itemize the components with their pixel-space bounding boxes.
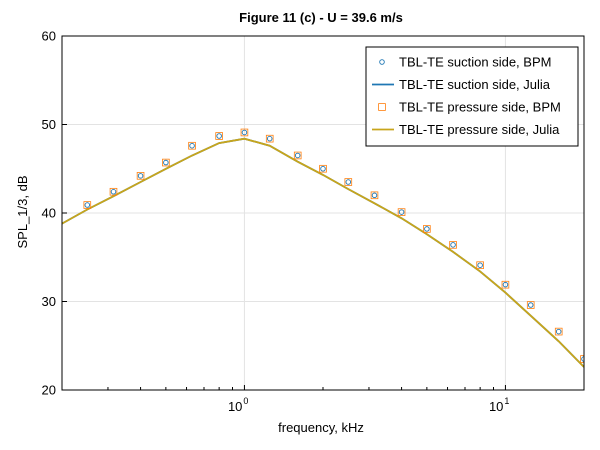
y-tick-label: 50: [42, 117, 56, 132]
data-point: [526, 301, 535, 309]
x-tick-label: 10 0: [228, 396, 248, 414]
series-3: [83, 128, 584, 363]
data-point: [215, 132, 223, 140]
data-point: [397, 208, 406, 216]
data-point: [555, 328, 562, 335]
data-point: [345, 179, 352, 185]
data-point: [266, 135, 273, 142]
x-tick-label: 10 1: [489, 396, 509, 414]
data-point: [188, 141, 196, 150]
data-point: [501, 280, 510, 289]
y-axis-label: SPL_1/3, dB: [15, 176, 30, 249]
data-point: [137, 173, 144, 179]
x-tick-exponent: 1: [504, 396, 509, 406]
data-point: [189, 142, 195, 149]
data-point: [83, 201, 92, 209]
x-tick-base: 10: [489, 399, 503, 414]
legend-item: TBL-TE suction side, Julia: [372, 77, 551, 92]
legend-swatch: [378, 103, 386, 111]
x-tick-exponent: 0: [243, 396, 248, 406]
data-point: [581, 356, 584, 362]
data-point: [424, 226, 430, 232]
series-1: [84, 129, 584, 362]
legend-label: TBL-TE suction side, Julia: [399, 77, 551, 92]
y-tick-label: 30: [42, 294, 56, 309]
y-tick-label: 60: [42, 29, 56, 44]
data-point: [370, 191, 379, 200]
y-tick-label: 40: [42, 206, 56, 221]
series-layer: [62, 128, 584, 368]
data-point: [449, 241, 457, 249]
data-point: [216, 133, 222, 139]
data-point: [477, 262, 483, 268]
series-4: [62, 137, 584, 368]
data-point: [527, 302, 534, 308]
data-point: [344, 178, 353, 186]
legend: TBL-TE suction side, BPM TBL-TE suction s…: [365, 46, 579, 147]
data-point: [423, 225, 431, 233]
data-point: [476, 261, 484, 270]
legend-label: TBL-TE suction side, BPM: [399, 55, 551, 70]
data-point: [240, 128, 249, 137]
legend-label: TBL-TE pressure side, BPM: [399, 100, 561, 115]
data-point: [293, 151, 302, 160]
legend-item: TBL-TE pressure side, Julia: [372, 122, 560, 137]
data-point: [163, 159, 169, 166]
data-point: [265, 134, 274, 143]
data-point: [136, 172, 145, 180]
x-tick-base: 10: [228, 399, 242, 414]
data-point: [162, 158, 170, 167]
data-point: [110, 189, 117, 195]
data-point: [320, 165, 326, 172]
data-point: [319, 164, 327, 173]
y-tick-label: 20: [42, 383, 56, 398]
data-point: [398, 209, 405, 215]
data-point: [109, 187, 118, 196]
data-point: [554, 327, 563, 336]
data-point: [294, 152, 301, 159]
data-point: [450, 242, 456, 248]
legend-box: [365, 46, 579, 147]
data-point: [84, 202, 91, 208]
data-point: [371, 192, 378, 199]
chart-title: Figure 11 (c) - U = 39.6 m/s: [239, 10, 403, 25]
legend-item: TBL-TE pressure side, BPM: [378, 100, 561, 115]
x-axis-label: frequency, kHz: [278, 420, 364, 435]
legend-item: TBL-TE suction side, BPM: [379, 55, 551, 70]
data-point: [502, 281, 509, 288]
legend-swatch: [379, 59, 385, 65]
legend-label: TBL-TE pressure side, Julia: [399, 122, 560, 137]
series-line: [62, 137, 584, 368]
data-point: [241, 129, 248, 136]
